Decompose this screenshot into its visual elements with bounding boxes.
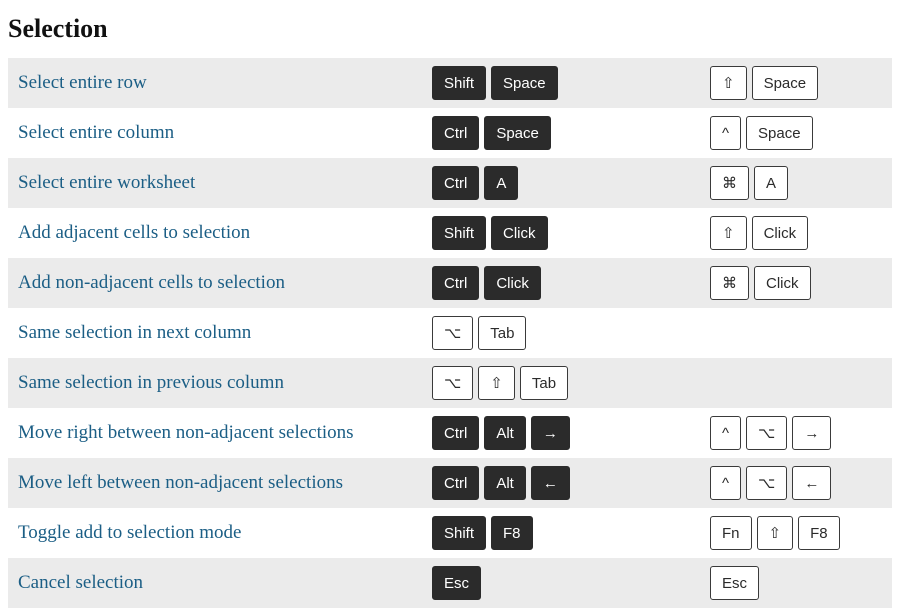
key: F8 xyxy=(491,516,533,550)
table-row: Toggle add to selection modeShiftF8Fn⇧F8 xyxy=(8,508,892,558)
key: A xyxy=(484,166,518,200)
windows-shortcut: ShiftSpace xyxy=(432,66,710,100)
table-row: Same selection in next column ⌥Tab xyxy=(8,308,892,358)
mac-shortcut: ^⌥← xyxy=(710,466,884,500)
key: Alt xyxy=(484,416,526,450)
key: Ctrl xyxy=(432,266,479,300)
key: ⌘ xyxy=(710,266,749,300)
shortcut-table: Select entire rowShiftSpace⇧SpaceSelect … xyxy=(8,58,892,608)
key: ⇧ xyxy=(757,516,794,550)
key: ⇧ xyxy=(478,366,515,400)
windows-shortcut: CtrlA xyxy=(432,166,710,200)
key: Click xyxy=(754,266,811,300)
table-row: Move right between non-adjacent selectio… xyxy=(8,408,892,458)
mac-shortcut: ^⌥→ xyxy=(710,416,884,450)
action-cell: Select entire column xyxy=(16,122,432,144)
key: ^ xyxy=(710,466,741,500)
key: Click xyxy=(484,266,541,300)
key: Fn xyxy=(710,516,752,550)
table-row: Add non-adjacent cells to selectionCtrlC… xyxy=(8,258,892,308)
windows-shortcut: ⌥⇧Tab xyxy=(432,366,710,400)
table-row: Select entire rowShiftSpace⇧Space xyxy=(8,58,892,108)
action-cell: Toggle add to selection mode xyxy=(16,522,432,544)
key: Space xyxy=(484,116,551,150)
windows-shortcut: Esc xyxy=(432,566,710,600)
mac-shortcut: ⇧Click xyxy=(710,216,884,250)
key: Tab xyxy=(520,366,568,400)
key: ^ xyxy=(710,416,741,450)
windows-shortcut: CtrlSpace xyxy=(432,116,710,150)
action-link[interactable]: Toggle add to selection mode xyxy=(18,522,241,543)
key: Shift xyxy=(432,66,486,100)
action-link[interactable]: Cancel selection xyxy=(18,572,143,593)
action-cell: Cancel selection xyxy=(16,572,432,594)
action-link[interactable]: Select entire column xyxy=(18,122,174,143)
key: ⌥ xyxy=(746,466,787,500)
key: Esc xyxy=(432,566,481,600)
key: A xyxy=(754,166,788,200)
key: ⌥ xyxy=(432,316,473,350)
key: → xyxy=(792,416,831,450)
action-cell: Select entire worksheet xyxy=(16,172,432,194)
mac-shortcut: Esc xyxy=(710,566,884,600)
key: F8 xyxy=(798,516,840,550)
table-row: Cancel selection Esc Esc xyxy=(8,558,892,608)
table-row: Same selection in previous column ⌥⇧Tab xyxy=(8,358,892,408)
key: Alt xyxy=(484,466,526,500)
windows-shortcut: ⌥Tab xyxy=(432,316,710,350)
key: Esc xyxy=(710,566,759,600)
table-row: Add adjacent cells to selectionShiftClic… xyxy=(8,208,892,258)
key: Space xyxy=(491,66,558,100)
key: Tab xyxy=(478,316,526,350)
action-cell: Move right between non-adjacent selectio… xyxy=(16,422,432,444)
table-row: Select entire worksheetCtrlA⌘A xyxy=(8,158,892,208)
action-link[interactable]: Same selection in next column xyxy=(18,322,251,343)
action-link[interactable]: Add non-adjacent cells to selection xyxy=(18,272,285,293)
key: Ctrl xyxy=(432,416,479,450)
key: Ctrl xyxy=(432,116,479,150)
key: ← xyxy=(531,466,570,500)
key: Ctrl xyxy=(432,166,479,200)
mac-shortcut: ⇧Space xyxy=(710,66,884,100)
action-link[interactable]: Select entire worksheet xyxy=(18,172,195,193)
action-cell: Same selection in previous column xyxy=(16,372,432,394)
key: Space xyxy=(746,116,813,150)
mac-shortcut: ⌘A xyxy=(710,166,884,200)
action-cell: Same selection in next column xyxy=(16,322,432,344)
action-link[interactable]: Same selection in previous column xyxy=(18,372,284,393)
key: ^ xyxy=(710,116,741,150)
action-cell: Select entire row xyxy=(16,72,432,94)
action-link[interactable]: Add adjacent cells to selection xyxy=(18,222,250,243)
key: Ctrl xyxy=(432,466,479,500)
key: ⌥ xyxy=(746,416,787,450)
mac-shortcut: ⌘Click xyxy=(710,266,884,300)
action-link[interactable]: Move right between non-adjacent selectio… xyxy=(18,422,354,443)
key: Click xyxy=(752,216,809,250)
windows-shortcut: ShiftF8 xyxy=(432,516,710,550)
key: Shift xyxy=(432,516,486,550)
mac-shortcut: Fn⇧F8 xyxy=(710,516,884,550)
table-row: Move left between non-adjacent selection… xyxy=(8,458,892,508)
key: ← xyxy=(792,466,831,500)
action-link[interactable]: Move left between non-adjacent selection… xyxy=(18,472,343,493)
action-link[interactable]: Select entire row xyxy=(18,72,147,93)
windows-shortcut: ShiftClick xyxy=(432,216,710,250)
key: Shift xyxy=(432,216,486,250)
key: → xyxy=(531,416,570,450)
action-cell: Add adjacent cells to selection xyxy=(16,222,432,244)
windows-shortcut: CtrlAlt← xyxy=(432,466,710,500)
section-title: Selection xyxy=(8,14,892,44)
key: ⌥ xyxy=(432,366,473,400)
action-cell: Add non-adjacent cells to selection xyxy=(16,272,432,294)
windows-shortcut: CtrlAlt→ xyxy=(432,416,710,450)
key: Click xyxy=(491,216,548,250)
action-cell: Move left between non-adjacent selection… xyxy=(16,472,432,494)
mac-shortcut: ^Space xyxy=(710,116,884,150)
key: ⇧ xyxy=(710,66,747,100)
windows-shortcut: CtrlClick xyxy=(432,266,710,300)
key: Space xyxy=(752,66,819,100)
table-row: Select entire columnCtrlSpace^Space xyxy=(8,108,892,158)
key: ⇧ xyxy=(710,216,747,250)
key: ⌘ xyxy=(710,166,749,200)
